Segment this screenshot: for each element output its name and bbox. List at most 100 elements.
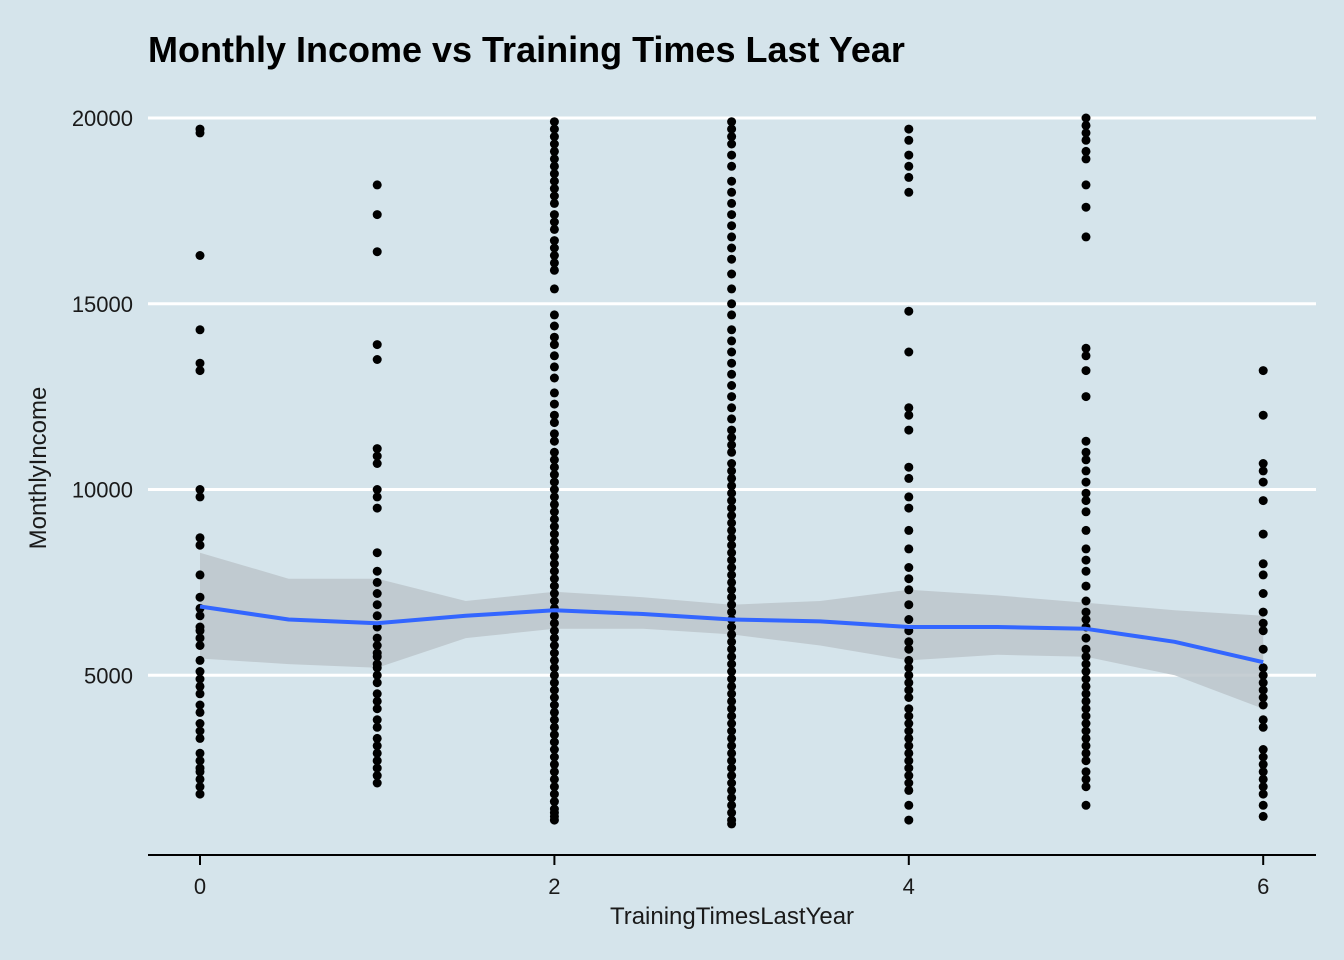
data-point (549, 633, 559, 643)
data-point (727, 284, 737, 294)
data-point (372, 715, 382, 725)
data-point (1081, 351, 1091, 361)
data-point (904, 748, 914, 758)
data-point (195, 366, 205, 376)
data-point (1258, 800, 1268, 810)
data-point (549, 198, 559, 208)
data-point (727, 644, 737, 654)
data-point (549, 581, 559, 591)
data-point (1081, 748, 1091, 758)
data-point (727, 198, 737, 208)
data-point (727, 150, 737, 160)
data-point (904, 655, 914, 665)
data-point (1081, 455, 1091, 465)
data-point (549, 477, 559, 487)
data-point (549, 574, 559, 584)
data-point (1258, 459, 1268, 468)
data-point (195, 767, 205, 777)
data-point (727, 600, 737, 610)
data-point (727, 778, 737, 788)
data-point (727, 733, 737, 743)
data-point (1258, 570, 1268, 580)
data-point (195, 667, 205, 676)
data-point (195, 756, 205, 766)
data-point (372, 704, 382, 714)
data-point (727, 132, 737, 142)
data-point (195, 358, 205, 368)
x-tick-label: 2 (548, 874, 560, 899)
data-point (727, 748, 737, 758)
data-point (904, 733, 914, 743)
data-point (549, 470, 559, 480)
data-point (372, 741, 382, 751)
data-point (1258, 410, 1268, 420)
data-point (727, 585, 737, 595)
x-tick-label: 4 (903, 874, 915, 899)
data-point (1081, 756, 1091, 766)
data-point (549, 499, 559, 509)
data-point (549, 447, 559, 457)
data-point (549, 161, 559, 171)
data-point (904, 763, 914, 773)
data-point (549, 462, 559, 472)
data-point (195, 641, 205, 650)
data-point (549, 551, 559, 561)
data-point (549, 700, 559, 710)
data-point (549, 529, 559, 539)
data-point (727, 369, 737, 379)
data-point (1258, 693, 1268, 702)
data-point (904, 685, 914, 695)
data-point (727, 232, 737, 242)
data-point (372, 652, 382, 662)
data-point (1258, 715, 1268, 725)
data-point (727, 176, 737, 186)
data-point (904, 644, 914, 654)
data-point (372, 451, 382, 461)
data-point (727, 674, 737, 684)
data-point (727, 696, 737, 706)
data-point (549, 117, 559, 127)
data-point (1258, 722, 1268, 732)
data-point (372, 600, 382, 610)
data-point (727, 496, 737, 506)
data-point (1081, 525, 1091, 535)
data-point (1081, 544, 1091, 554)
data-point (549, 399, 559, 409)
data-point (727, 525, 737, 535)
data-point (195, 655, 205, 665)
data-point (1081, 741, 1091, 751)
data-point (549, 210, 559, 220)
data-point (1081, 566, 1091, 576)
data-point (904, 161, 914, 171)
data-point (1081, 767, 1091, 777)
data-point (549, 388, 559, 398)
data-point (727, 540, 737, 550)
data-point (1258, 678, 1268, 688)
data-point (727, 689, 737, 699)
data-point (727, 358, 737, 368)
data-point (549, 507, 559, 517)
axes: 5000 10000 15000 20000 0 2 4 6 (72, 106, 1316, 899)
data-point (549, 641, 559, 650)
data-point (727, 210, 737, 220)
data-point (904, 778, 914, 788)
data-point (727, 269, 737, 279)
data-point (727, 622, 737, 632)
data-point (195, 492, 205, 502)
data-point (727, 117, 737, 127)
data-point (195, 325, 205, 335)
data-point (195, 128, 205, 138)
data-point (904, 800, 914, 810)
data-point (1081, 782, 1091, 792)
data-point (549, 789, 559, 799)
data-point (1081, 128, 1091, 138)
data-point (549, 693, 559, 702)
data-point (727, 433, 737, 442)
data-point (1081, 447, 1091, 457)
data-point (195, 611, 205, 621)
data-point (549, 722, 559, 732)
data-point (727, 681, 737, 691)
data-point (195, 707, 205, 717)
data-point (727, 629, 737, 639)
